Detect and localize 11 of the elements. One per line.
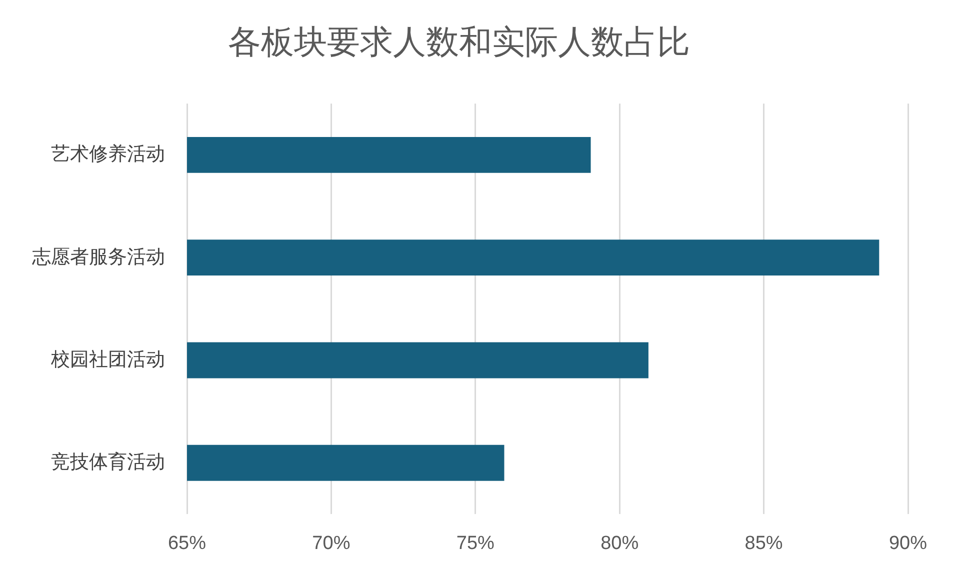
y-tick-label: 竞技体育活动	[51, 451, 165, 474]
x-tick-label: 90%	[888, 532, 928, 554]
x-tick-label: 65%	[168, 532, 206, 554]
y-tick-label: 志愿者服务活动	[32, 246, 165, 268]
x-tick-label: 75%	[456, 532, 495, 554]
chart-title: 各板块要求人数和实际人数占比	[228, 22, 690, 60]
y-tick-label: 艺术修养活动	[51, 143, 165, 166]
x-tick-label: 80%	[600, 532, 639, 554]
x-tick-label: 85%	[744, 532, 783, 554]
y-tick-label: 校园社团活动	[50, 349, 165, 370]
x-tick-label: 70%	[312, 532, 350, 554]
